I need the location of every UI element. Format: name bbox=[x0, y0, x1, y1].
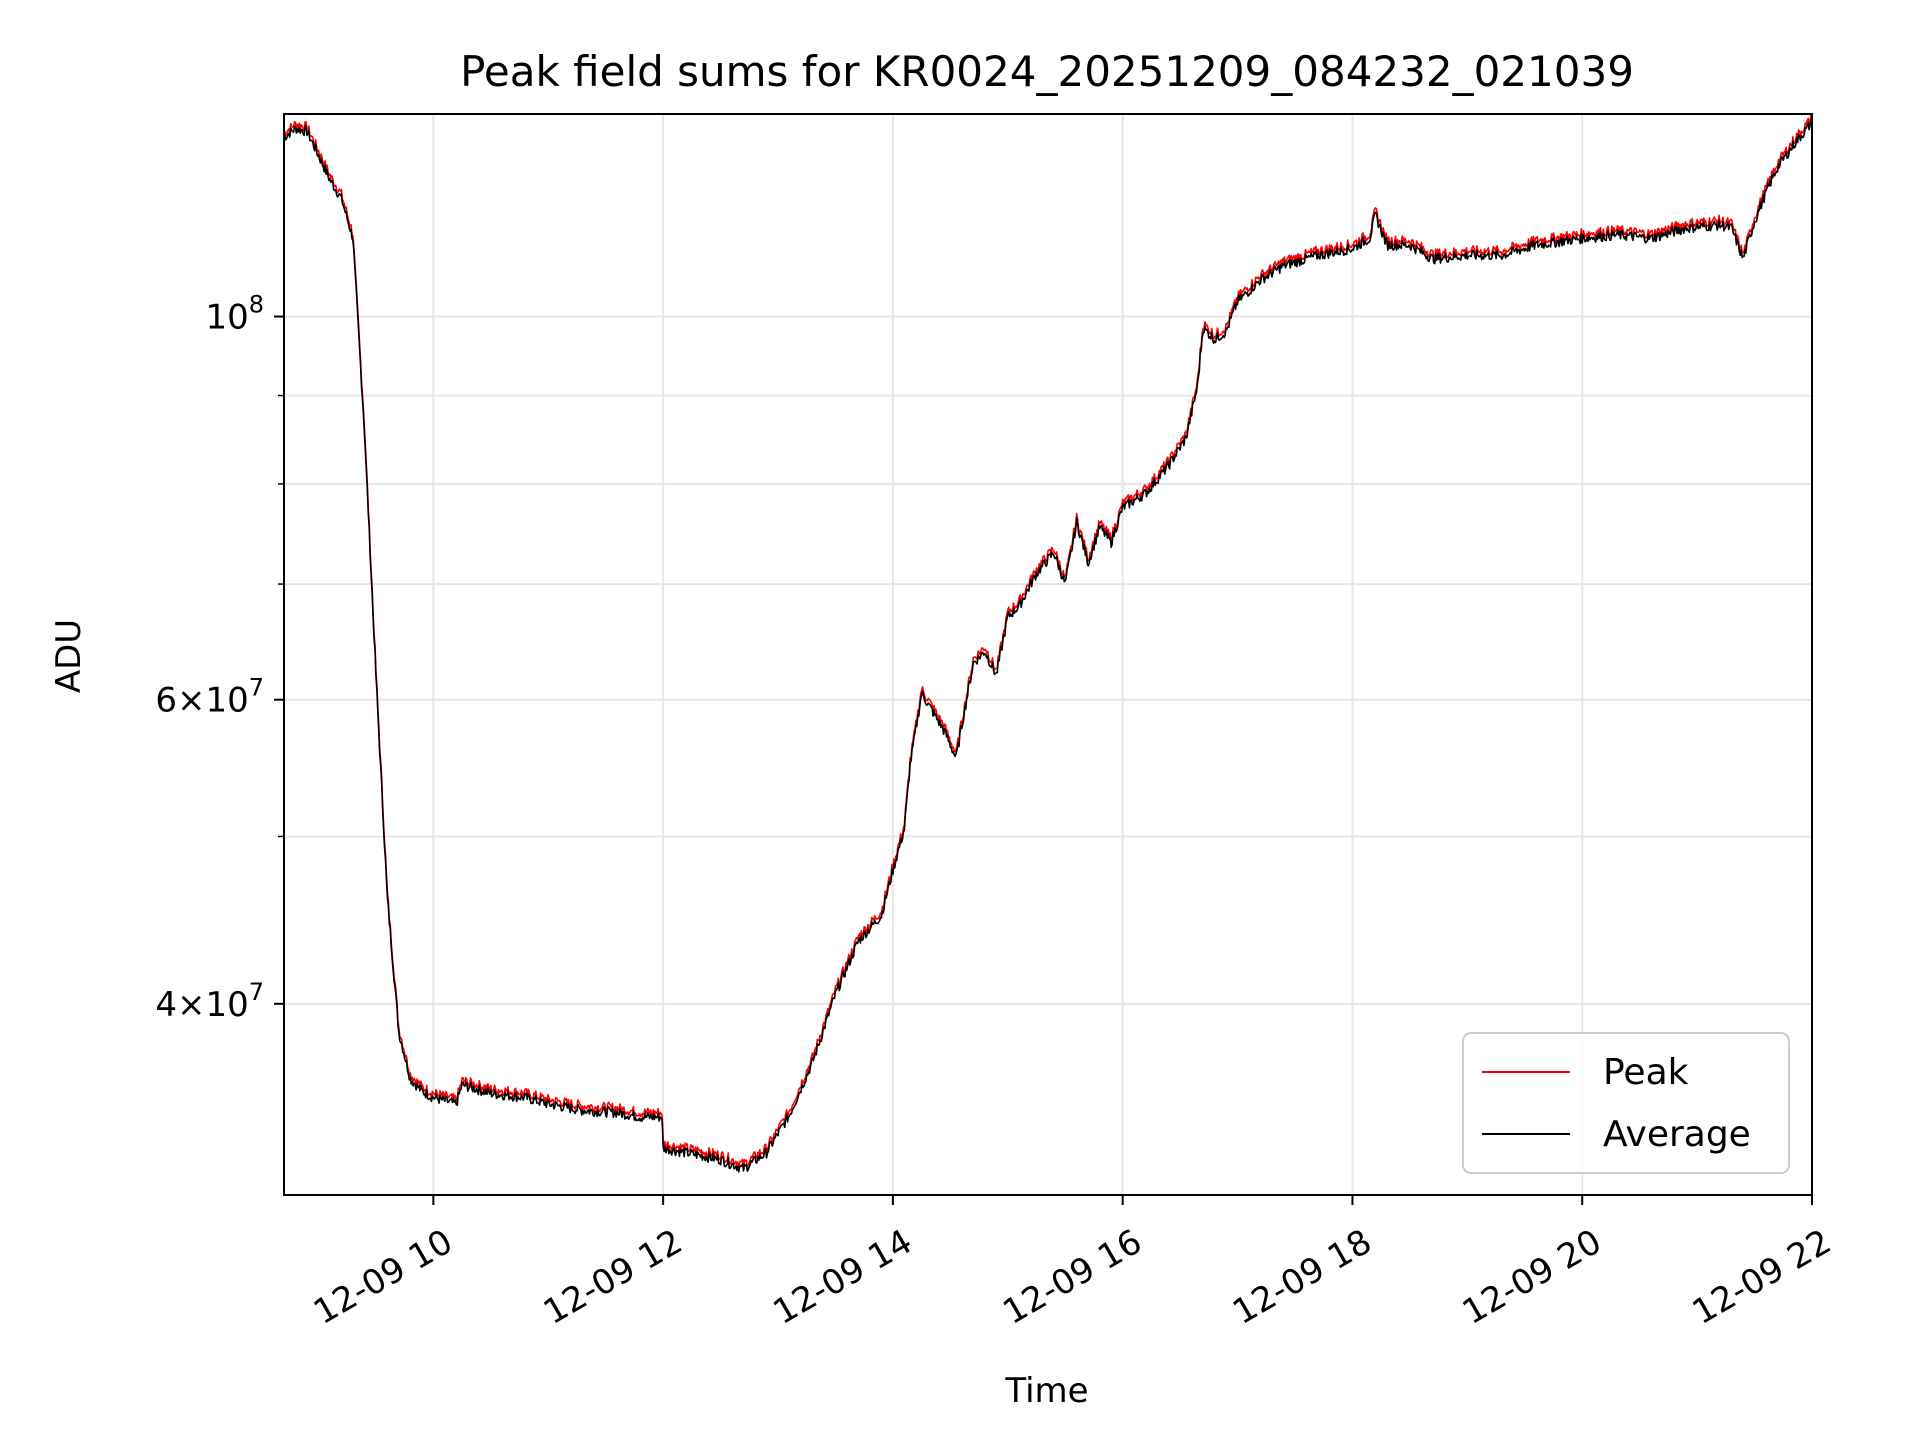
chart-title: Peak field sums for KR0024_20251209_0842… bbox=[460, 47, 1634, 96]
y-tick-label: 4×107 bbox=[155, 978, 264, 1025]
legend-box bbox=[1462, 1032, 1790, 1174]
legend-label-average: Average bbox=[1603, 1114, 1751, 1155]
legend: Peak Average bbox=[1462, 1032, 1790, 1174]
legend-label-peak: Peak bbox=[1603, 1052, 1689, 1093]
series-group bbox=[283, 114, 1813, 1173]
x-axis-label: Time bbox=[1004, 1371, 1088, 1411]
y-axis-label: ADU bbox=[49, 619, 89, 693]
grid bbox=[284, 114, 1813, 1195]
plot-frame bbox=[283, 113, 1813, 1196]
y-tick-label: 6×107 bbox=[155, 674, 264, 721]
series-line-average bbox=[283, 118, 1813, 1173]
